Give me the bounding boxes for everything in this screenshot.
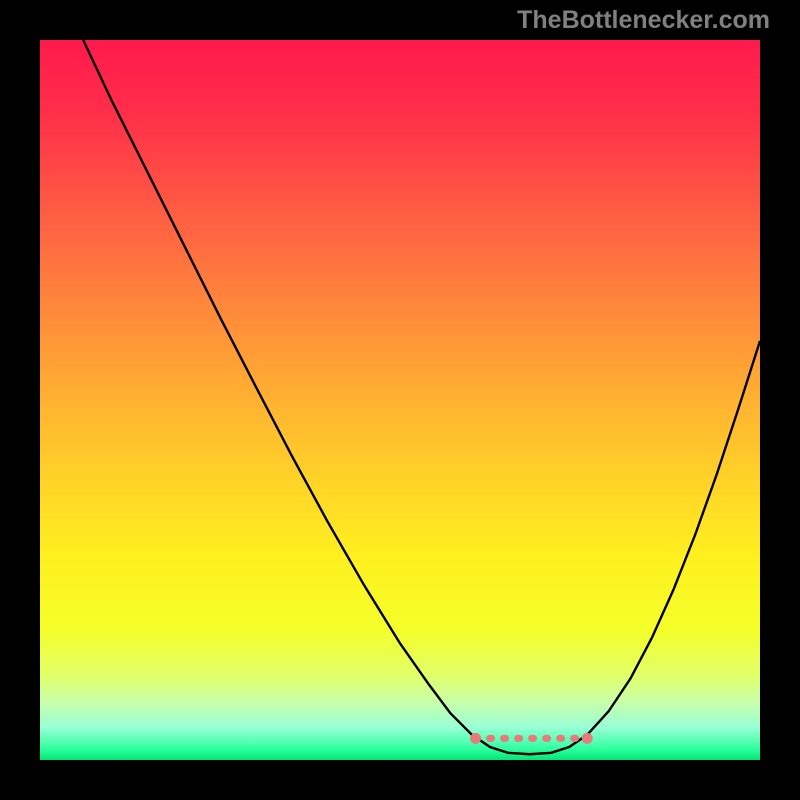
sweet-spot-right-cap (582, 733, 593, 744)
chart-container: TheBottlenecker.com (0, 0, 800, 800)
watermark-text: TheBottlenecker.com (517, 6, 770, 35)
chart-svg (0, 0, 800, 800)
sweet-spot-left-cap (470, 733, 481, 744)
gradient-rect (40, 40, 760, 760)
